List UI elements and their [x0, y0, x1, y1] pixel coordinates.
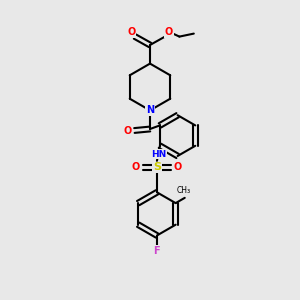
- Text: O: O: [164, 27, 173, 37]
- Text: O: O: [127, 27, 136, 37]
- Text: O: O: [132, 162, 140, 172]
- Text: CH₃: CH₃: [176, 186, 190, 196]
- Text: N: N: [146, 105, 154, 116]
- Text: S: S: [153, 162, 161, 172]
- Text: HN: HN: [151, 150, 166, 159]
- Text: O: O: [174, 162, 182, 172]
- Text: F: F: [154, 245, 160, 256]
- Text: O: O: [124, 125, 132, 136]
